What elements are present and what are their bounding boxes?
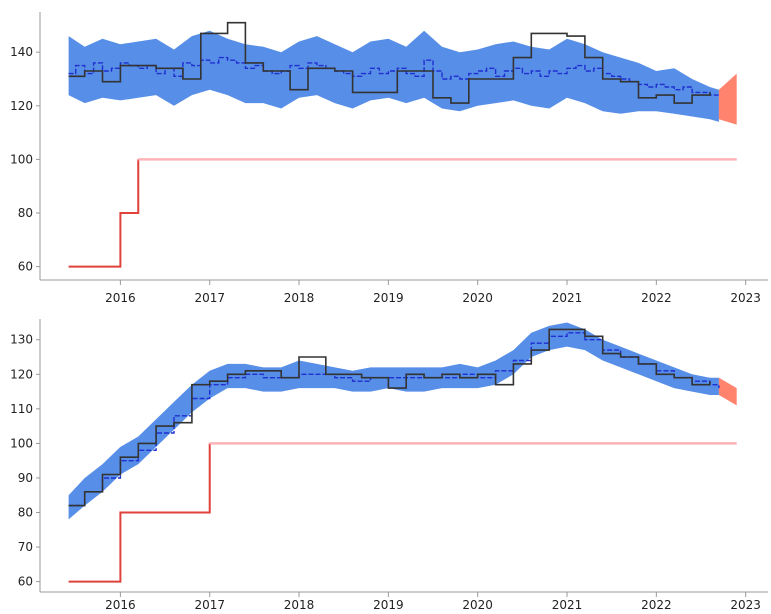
uncertainty-band [68,30,719,122]
chart-panel-bottom: 60 70 80 90 100 110 120 130 2016 2017 2018 2019 2020… [10,319,768,612]
y-tick-label: 130 [10,333,33,347]
x-tick-label: 2016 [105,291,136,305]
forecast-band [718,73,737,125]
observed-step-line [68,328,711,507]
observed-step-line [68,21,711,104]
x-tick-label: 2021 [552,291,583,305]
y-tick-label: 140 [10,45,33,59]
y-tick-label: 100 [10,436,33,450]
y-tick-label: 80 [18,206,33,220]
y-tick-label: 60 [18,260,33,274]
y-tick-label: 70 [18,540,33,554]
x-tick-label: 2018 [284,598,315,612]
limit-step-line [68,159,140,268]
y-tick-label: 100 [10,152,33,166]
y-tick-label: 110 [10,402,33,416]
x-tick-label: 2018 [284,291,315,305]
x-tick-label: 2019 [373,598,404,612]
x-tick-label: 2016 [105,598,136,612]
chart-panel-top: 60 80 100 120 140 2016 2017 2018 2019 2020 2021 202… [10,12,768,305]
x-tick-label: 2020 [462,291,493,305]
x-tick-label: 2021 [552,598,583,612]
forecast-band [718,377,737,406]
y-tick-label: 80 [18,506,33,520]
y-tick-label: 120 [10,99,33,113]
x-tick-label: 2017 [194,598,225,612]
y-tick-label: 90 [18,471,33,485]
limit-step-line [68,443,211,583]
x-tick-label: 2023 [730,291,761,305]
x-tick-label: 2020 [462,598,493,612]
x-tick-label: 2022 [641,291,672,305]
y-tick-label: 120 [10,367,33,381]
x-tick-label: 2017 [194,291,225,305]
x-tick-label: 2019 [373,291,404,305]
x-tick-label: 2023 [730,598,761,612]
uncertainty-band [68,322,719,520]
x-tick-label: 2022 [641,598,672,612]
y-tick-label: 60 [18,575,33,589]
